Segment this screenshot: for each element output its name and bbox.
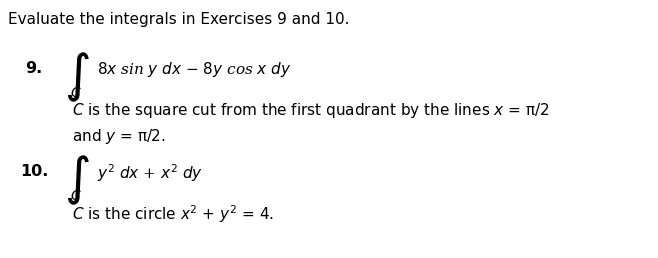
- Text: Evaluate the integrals in Exercises 9 and 10.: Evaluate the integrals in Exercises 9 an…: [8, 12, 349, 27]
- Text: $y^2$ $dx$ + $x^2$ $dy$: $y^2$ $dx$ + $x^2$ $dy$: [97, 162, 203, 184]
- Text: $8x$ sin $y$ $dx$ − $8y$ cos $x$ $dy$: $8x$ sin $y$ $dx$ − $8y$ cos $x$ $dy$: [97, 60, 292, 79]
- Text: and $y$ = π/2.: and $y$ = π/2.: [72, 127, 166, 146]
- Text: $C$: $C$: [70, 86, 82, 100]
- Text: $C$: $C$: [70, 189, 82, 203]
- Text: $\int$: $\int$: [64, 154, 90, 207]
- Text: $C$ is the square cut from the first quadrant by the lines $x$ = π/2: $C$ is the square cut from the first qua…: [72, 101, 549, 120]
- Text: $\int$: $\int$: [64, 51, 90, 104]
- Text: $C$ is the circle $x^2$ + $y^2$ = 4.: $C$ is the circle $x^2$ + $y^2$ = 4.: [72, 203, 274, 225]
- Text: 10.: 10.: [20, 164, 48, 179]
- Text: 9.: 9.: [25, 61, 42, 76]
